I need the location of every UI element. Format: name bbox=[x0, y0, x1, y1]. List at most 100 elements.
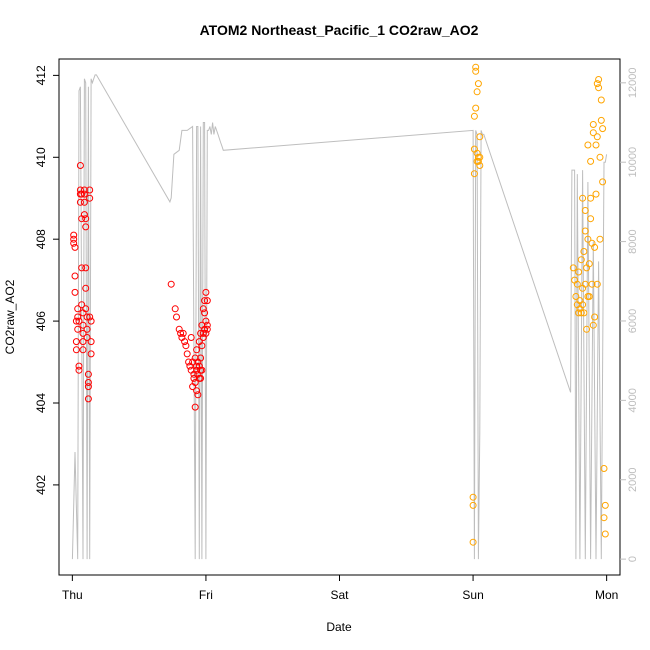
data-point bbox=[592, 141, 600, 149]
data-point bbox=[74, 325, 82, 333]
right-tick-label: 4000 bbox=[627, 388, 639, 412]
data-point bbox=[476, 153, 484, 161]
data-point bbox=[474, 80, 482, 88]
data-point bbox=[181, 338, 189, 346]
y-tick-label: 412 bbox=[34, 65, 48, 85]
data-point bbox=[201, 309, 209, 317]
data-point bbox=[175, 325, 183, 333]
data-point bbox=[83, 325, 91, 333]
y-tick-label: 410 bbox=[34, 147, 48, 167]
data-point bbox=[80, 198, 88, 206]
data-point bbox=[173, 313, 180, 321]
data-point bbox=[199, 305, 207, 313]
data-point bbox=[182, 342, 190, 350]
data-point bbox=[72, 317, 80, 325]
data-point bbox=[198, 366, 206, 374]
data-point bbox=[177, 329, 185, 337]
y-tick-label: 406 bbox=[34, 311, 48, 331]
data-point bbox=[593, 80, 601, 88]
data-point bbox=[79, 329, 87, 337]
data-point bbox=[580, 248, 588, 255]
data-point bbox=[584, 235, 592, 243]
data-point bbox=[202, 329, 210, 337]
data-point bbox=[585, 293, 593, 300]
data-point bbox=[71, 243, 79, 251]
secondary-series-layer bbox=[71, 74, 608, 560]
data-point bbox=[80, 211, 88, 219]
data-point bbox=[592, 190, 600, 198]
right-tick-label: 2000 bbox=[627, 467, 639, 491]
data-point bbox=[472, 63, 480, 71]
right-tick-label: 8000 bbox=[627, 229, 639, 253]
data-point bbox=[82, 305, 90, 313]
data-point bbox=[596, 235, 604, 243]
data-point bbox=[78, 264, 86, 272]
data-point bbox=[569, 264, 577, 272]
data-point bbox=[589, 121, 597, 128]
data-point bbox=[589, 321, 597, 329]
data-point bbox=[203, 297, 211, 305]
data-point bbox=[193, 362, 201, 370]
data-point bbox=[581, 227, 589, 235]
data-point bbox=[572, 293, 580, 300]
y-axis-label: CO2raw_AO2 bbox=[3, 279, 17, 354]
data-point bbox=[585, 260, 593, 268]
data-point bbox=[579, 301, 587, 309]
data-point bbox=[595, 84, 603, 92]
data-point bbox=[79, 321, 87, 329]
data-point bbox=[600, 465, 608, 472]
data-point bbox=[601, 501, 609, 509]
data-point bbox=[584, 141, 592, 149]
data-point bbox=[579, 194, 587, 202]
data-point bbox=[469, 501, 477, 509]
data-point bbox=[203, 321, 211, 329]
chart-title: ATOM2 Northeast_Pacific_1 CO2raw_AO2 bbox=[200, 22, 479, 38]
data-point bbox=[191, 379, 199, 386]
data-point bbox=[593, 133, 601, 141]
data-point bbox=[476, 133, 484, 141]
data-point bbox=[76, 198, 84, 206]
data-point bbox=[588, 280, 596, 288]
data-point bbox=[472, 67, 480, 75]
data-point bbox=[575, 268, 583, 276]
data-point bbox=[84, 379, 92, 386]
data-point bbox=[591, 313, 599, 321]
data-point bbox=[597, 116, 605, 124]
data-point bbox=[75, 362, 83, 370]
data-point bbox=[183, 350, 191, 358]
data-point bbox=[82, 215, 90, 223]
data-point bbox=[599, 125, 607, 133]
data-point bbox=[470, 112, 478, 120]
x-tick-label: Thu bbox=[62, 588, 83, 602]
data-point bbox=[71, 288, 79, 296]
data-point bbox=[190, 374, 198, 382]
data-point bbox=[87, 338, 95, 346]
data-point bbox=[577, 256, 585, 264]
data-point bbox=[78, 301, 86, 309]
data-point bbox=[470, 170, 478, 178]
data-point bbox=[75, 366, 83, 374]
data-point bbox=[583, 325, 591, 333]
y-tick-label: 402 bbox=[34, 475, 48, 495]
data-point bbox=[593, 280, 601, 288]
data-point bbox=[86, 186, 94, 194]
data-point bbox=[84, 395, 92, 403]
data-point bbox=[74, 313, 82, 321]
y-tick-label: 404 bbox=[34, 393, 48, 413]
x-tick-label: Sat bbox=[330, 588, 349, 602]
data-point bbox=[82, 284, 90, 292]
data-point bbox=[193, 346, 201, 354]
right-tick-label: 6000 bbox=[627, 309, 639, 333]
data-point bbox=[469, 493, 477, 501]
x-axis: Thu Fri Sat Sun Mon bbox=[62, 574, 618, 602]
data-point bbox=[185, 358, 193, 366]
data-point bbox=[191, 403, 199, 411]
y-tick-label: 408 bbox=[34, 229, 48, 249]
data-point bbox=[573, 280, 581, 288]
data-point bbox=[469, 538, 477, 546]
data-point bbox=[76, 186, 84, 194]
data-point bbox=[595, 76, 603, 83]
data-point bbox=[80, 190, 88, 198]
data-point bbox=[167, 280, 175, 288]
